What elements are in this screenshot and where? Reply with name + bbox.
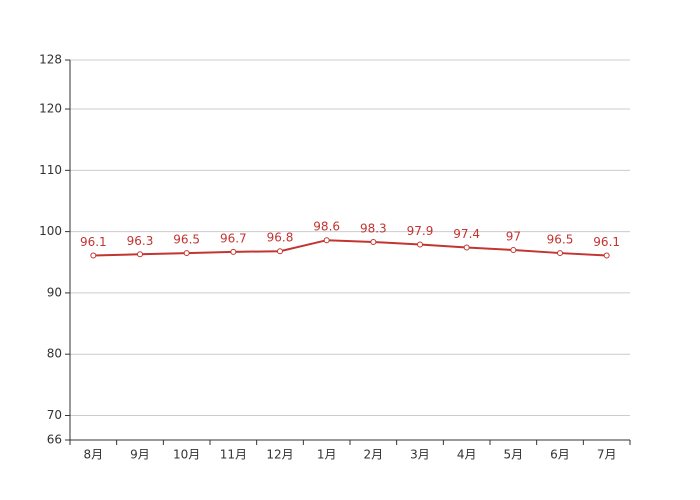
y-tick-label: 66	[47, 433, 62, 447]
data-label: 97	[506, 230, 521, 244]
x-tick-label: 3月	[410, 448, 430, 462]
y-tick-label: 90	[47, 285, 62, 299]
point	[90, 252, 97, 259]
data-label: 96.7	[220, 231, 247, 245]
y-tick-label: 120	[39, 102, 62, 116]
x-tick-label: 6月	[550, 448, 570, 462]
line	[93, 239, 607, 257]
data-label: 97.9	[407, 224, 434, 238]
x-tick-label: 4月	[457, 448, 477, 462]
point	[417, 241, 423, 248]
point	[370, 239, 377, 246]
y-tick-label: 70	[47, 408, 62, 422]
y-tick-label: 128	[39, 53, 62, 67]
point	[183, 250, 190, 257]
point	[463, 244, 470, 251]
y-tick-label: 80	[47, 347, 62, 361]
x-tick-label: 9月	[130, 448, 150, 462]
data-label: 96.8	[267, 231, 294, 245]
point	[230, 248, 237, 255]
data-label: 98.3	[360, 222, 387, 236]
y-tick-label: 110	[39, 163, 62, 177]
x-tick-label: 2月	[364, 448, 384, 462]
data-label: 97.4	[453, 227, 480, 241]
x-tick-label: 5月	[504, 448, 524, 462]
point	[603, 252, 610, 259]
point	[510, 247, 517, 253]
data-label: 96.1	[593, 235, 620, 249]
x-tick-label: 8月	[84, 448, 104, 462]
x-tick-label: 12月	[266, 448, 293, 462]
point	[323, 237, 330, 244]
x-tick-label: 7月	[597, 448, 617, 462]
x-tick-label: 1月	[317, 448, 337, 462]
point	[557, 250, 563, 257]
data-label: 96.3	[127, 234, 154, 248]
data-label: 96.5	[173, 233, 200, 247]
y-tick-label: 100	[39, 224, 62, 238]
point	[137, 251, 143, 258]
x-tick-label: 10月	[173, 448, 200, 462]
point	[277, 248, 283, 255]
data-label: 96.5	[547, 233, 574, 247]
data-label: 98.6	[313, 220, 340, 234]
x-tick-label: 11月	[220, 448, 247, 462]
data-label: 96.1	[80, 235, 107, 249]
